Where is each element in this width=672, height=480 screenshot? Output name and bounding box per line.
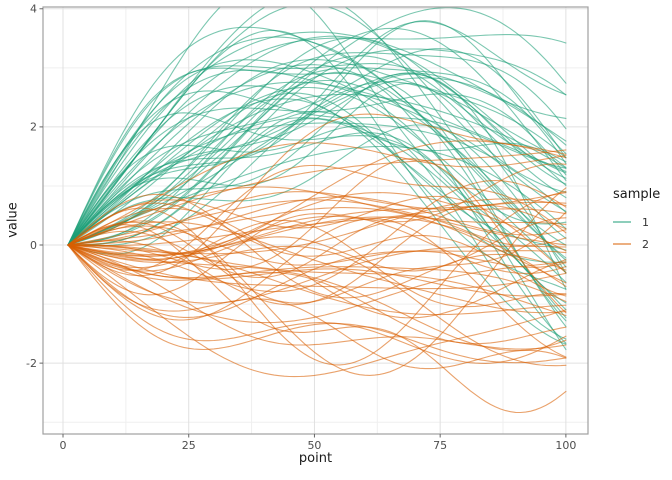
curve-sample-2 [67, 163, 567, 296]
curve-sample-2 [67, 196, 567, 246]
curve-sample-1 [67, 63, 567, 246]
curve-sample-2 [67, 225, 567, 268]
axis-ticks [39, 8, 567, 438]
curve-sample-2 [67, 244, 567, 364]
curve-sample-2 [67, 140, 567, 260]
curve-sample-2 [67, 158, 567, 314]
curve-sample-2 [67, 224, 567, 414]
curve-sample-1 [67, 7, 567, 283]
curve-sample-2 [67, 198, 567, 255]
legend-label-sample-1: 1 [642, 215, 649, 229]
curve-sample-2 [67, 244, 567, 316]
curve-sample-1 [67, 34, 567, 246]
curve-sample-1 [67, 112, 567, 246]
curve-sample-1 [67, 59, 567, 351]
curve-sample-2 [67, 149, 567, 246]
curve-sample-2 [67, 244, 567, 345]
curve-sample-1 [67, 79, 567, 268]
curve-sample-1 [67, 21, 567, 246]
x-tick-label: 100 [555, 439, 576, 452]
curve-sample-1 [67, 72, 567, 246]
curve-sample-2 [67, 142, 567, 246]
curve-sample-1 [67, 48, 567, 246]
legend-key-line-sample-2 [613, 243, 631, 245]
legend-label-sample-2: 2 [642, 237, 649, 251]
y-tick-label: 0 [30, 239, 37, 252]
series-lines [67, 7, 567, 414]
curve-sample-2 [67, 179, 567, 293]
legend: sample 1 2 [613, 187, 660, 255]
curve-sample-2 [67, 244, 567, 350]
curve-sample-1 [67, 118, 567, 255]
legend-item-sample-1: 1 [613, 211, 660, 233]
y-tick-label: -2 [26, 357, 37, 370]
curve-sample-1 [67, 27, 567, 246]
y-axis-title: value [5, 202, 21, 238]
curve-sample-1 [67, 69, 567, 274]
curve-sample-2 [67, 191, 567, 246]
legend-title: sample [613, 187, 661, 202]
curve-sample-2 [67, 221, 567, 314]
curve-sample-1 [67, 90, 567, 246]
y-tick-label: 2 [30, 121, 37, 134]
curve-sample-2 [67, 211, 567, 304]
curve-sample-1 [67, 35, 567, 246]
curve-sample-1 [67, 7, 567, 246]
x-axis-title: point [298, 451, 333, 466]
curve-sample-1 [67, 31, 567, 246]
curve-sample-1 [67, 98, 567, 345]
curve-sample-2 [67, 199, 567, 246]
y-tick-label: 4 [30, 3, 37, 16]
curve-sample-2 [67, 201, 567, 247]
x-tick-label: 75 [433, 439, 447, 452]
legend-item-sample-2: 2 [613, 233, 660, 255]
curve-sample-2 [67, 244, 567, 364]
curve-sample-1 [67, 81, 567, 246]
curve-sample-2 [67, 244, 567, 370]
panel-border [42, 6, 589, 435]
curve-sample-1 [67, 67, 567, 246]
curve-sample-2 [67, 113, 567, 277]
x-tick-label: 0 [60, 439, 67, 452]
curve-sample-2 [67, 207, 567, 319]
curve-sample-1 [67, 124, 567, 246]
x-tick-label: 50 [307, 439, 321, 452]
curve-sample-1 [67, 64, 567, 261]
curve-sample-2 [67, 217, 567, 272]
curve-sample-2 [67, 190, 567, 366]
curve-sample-2 [67, 215, 567, 279]
curve-sample-1 [67, 122, 567, 246]
curve-sample-2 [67, 202, 567, 297]
curve-sample-1 [67, 73, 567, 290]
curve-sample-2 [67, 244, 567, 317]
curve-sample-2 [67, 244, 567, 318]
x-tick-label: 25 [182, 439, 196, 452]
axis-tick-labels: 0 25 50 75 100 -2 0 2 4 [26, 3, 576, 452]
curve-sample-2 [67, 244, 567, 304]
curve-sample-2 [67, 192, 567, 261]
curve-sample-2 [67, 187, 567, 376]
curve-sample-2 [67, 193, 567, 299]
legend-key-line-sample-1 [613, 221, 631, 223]
curve-sample-1 [67, 93, 567, 246]
